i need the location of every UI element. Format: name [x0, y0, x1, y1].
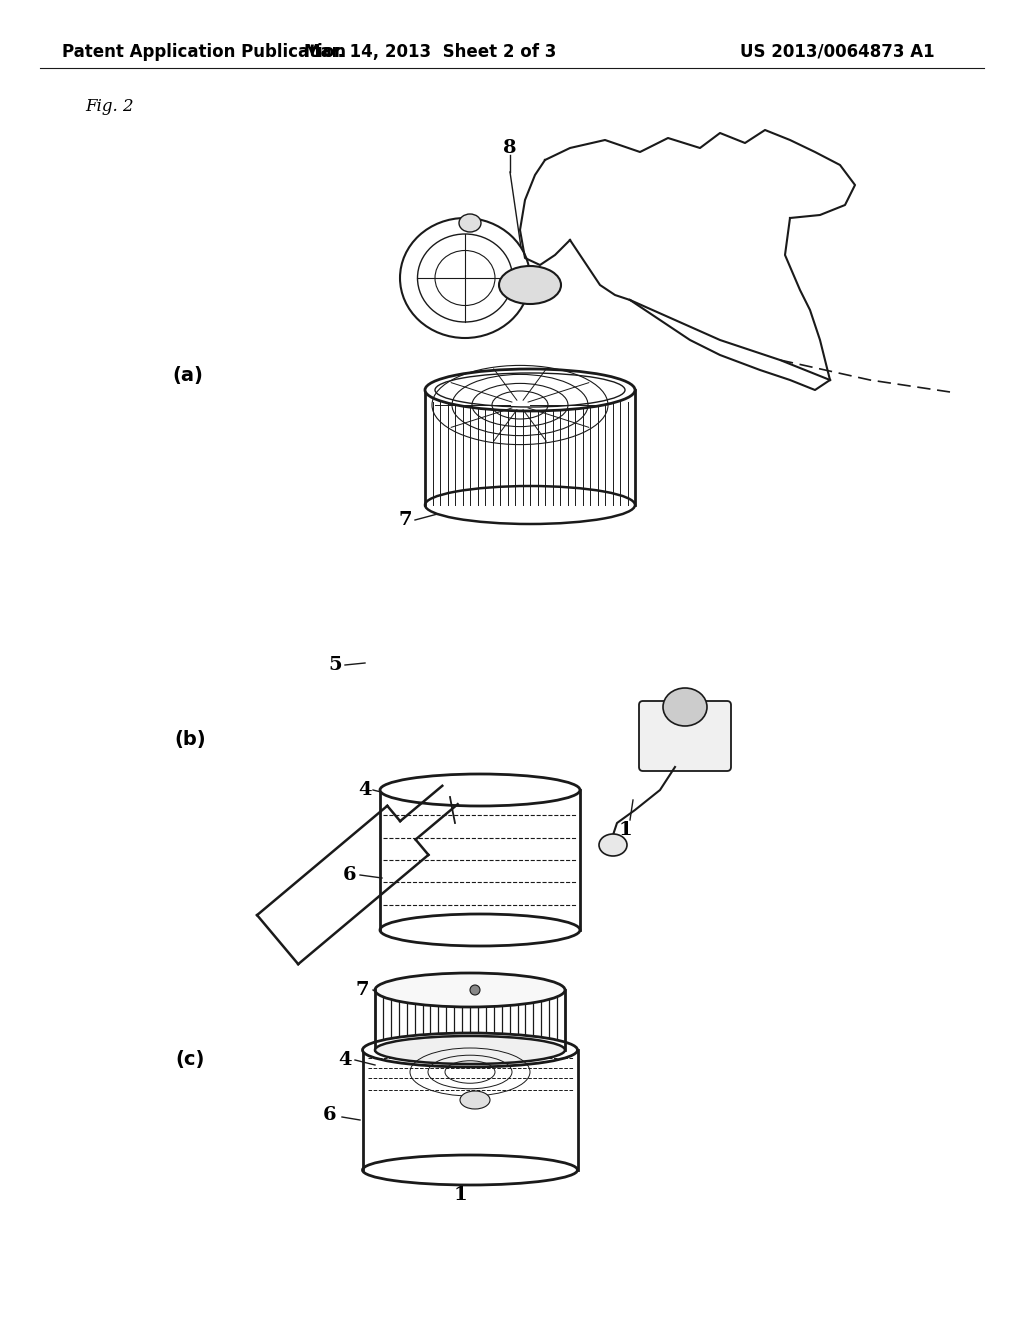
Ellipse shape: [663, 688, 707, 726]
Text: Mar. 14, 2013  Sheet 2 of 3: Mar. 14, 2013 Sheet 2 of 3: [304, 44, 556, 61]
Ellipse shape: [425, 370, 635, 411]
Ellipse shape: [380, 913, 580, 946]
Ellipse shape: [362, 1155, 578, 1185]
Text: 7: 7: [355, 981, 369, 999]
Ellipse shape: [599, 834, 627, 855]
Ellipse shape: [425, 486, 635, 524]
Text: 6: 6: [324, 1106, 337, 1125]
Text: 6: 6: [343, 866, 356, 884]
Text: 1: 1: [454, 1185, 467, 1204]
Text: 1: 1: [618, 821, 632, 840]
Text: 9: 9: [714, 719, 727, 737]
Text: Patent Application Publication: Patent Application Publication: [62, 44, 346, 61]
Ellipse shape: [375, 1036, 565, 1064]
Ellipse shape: [362, 1034, 578, 1067]
Text: 4: 4: [338, 1051, 352, 1069]
Text: US 2013/0064873 A1: US 2013/0064873 A1: [740, 44, 935, 61]
FancyBboxPatch shape: [639, 701, 731, 771]
Text: 4: 4: [358, 781, 372, 799]
Text: (c): (c): [175, 1051, 205, 1069]
Ellipse shape: [499, 267, 561, 304]
Text: Fig. 2: Fig. 2: [85, 98, 133, 115]
Text: (b): (b): [174, 730, 206, 750]
Text: 5: 5: [328, 656, 342, 675]
Text: 8: 8: [503, 139, 517, 157]
Circle shape: [470, 985, 480, 995]
Ellipse shape: [400, 218, 530, 338]
Text: 7: 7: [398, 511, 412, 529]
Ellipse shape: [375, 973, 565, 1007]
Ellipse shape: [459, 214, 481, 232]
Ellipse shape: [460, 1092, 490, 1109]
Ellipse shape: [380, 774, 580, 807]
Text: (a): (a): [173, 366, 204, 384]
